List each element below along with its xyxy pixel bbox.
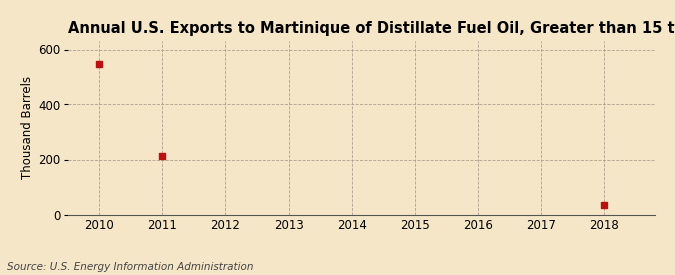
Text: Annual U.S. Exports to Martinique of Distillate Fuel Oil, Greater than 15 to 500: Annual U.S. Exports to Martinique of Dis… bbox=[68, 21, 675, 36]
Point bbox=[599, 203, 610, 208]
Y-axis label: Thousand Barrels: Thousand Barrels bbox=[21, 76, 34, 180]
Point bbox=[94, 61, 105, 66]
Text: Source: U.S. Energy Information Administration: Source: U.S. Energy Information Administ… bbox=[7, 262, 253, 272]
Point bbox=[157, 154, 167, 158]
